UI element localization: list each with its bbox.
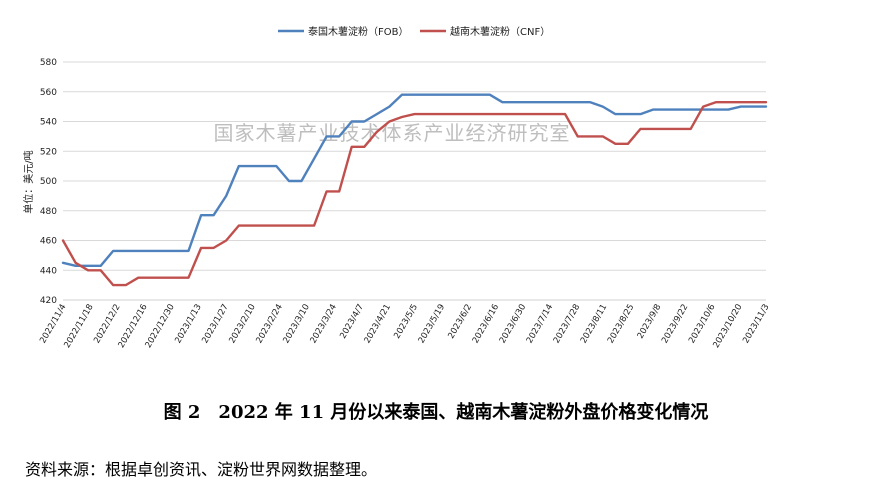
x-tick-label: 2023/9/8 — [636, 303, 664, 341]
x-tick-label: 2023/6/2 — [446, 303, 474, 341]
y-tick-label: 420 — [40, 296, 57, 306]
watermark: 国家木薯产业技术体系产业经济研究室 — [214, 121, 571, 145]
x-tick-label: 2023/5/5 — [392, 303, 420, 341]
y-tick-label: 580 — [40, 58, 57, 68]
x-tick-label: 2023/8/25 — [606, 303, 636, 346]
y-axis-label: 单位：美元/吨 — [22, 150, 35, 213]
x-tick-label: 2023/6/16 — [471, 303, 501, 346]
x-tick-label: 2023/10/20 — [711, 303, 744, 350]
x-tick-label: 2023/2/24 — [254, 303, 284, 346]
x-tick-label: 2023/7/14 — [525, 303, 555, 346]
x-tick-label: 2023/7/28 — [552, 303, 582, 346]
y-axis-ticks: 420 440 460 480 500 520 540 560 580 — [40, 58, 57, 306]
data-source-note: 资料来源：根据卓创资讯、淀粉世界网数据整理。 — [25, 460, 378, 479]
x-tick-label: 2023/8/11 — [579, 303, 609, 346]
x-tick-label: 2022/11/18 — [62, 303, 95, 350]
x-tick-label: 2023/4/7 — [338, 303, 366, 341]
x-tick-label: 2023/3/10 — [281, 303, 311, 346]
legend-label: 越南木薯淀粉（CNF） — [450, 25, 550, 38]
x-tick-label: 2022/12/2 — [92, 303, 122, 346]
x-axis-ticks: 2022/11/42022/11/182022/12/22022/12/1620… — [38, 303, 771, 350]
series-line-vietnam — [61, 100, 768, 287]
x-tick-label: 2023/2/10 — [227, 303, 257, 346]
grid-lines — [63, 61, 766, 301]
x-tick-label: 2023/1/13 — [173, 303, 203, 346]
x-tick-label: 2022/12/30 — [144, 303, 177, 350]
legend-label: 泰国木薯淀粉（FOB） — [308, 25, 408, 38]
x-tick-label: 2023/10/6 — [687, 303, 717, 346]
x-tick-label: 2023/4/21 — [363, 303, 393, 346]
x-tick-label: 2023/6/30 — [498, 303, 528, 346]
series-lines — [61, 93, 768, 287]
x-tick-label: 2023/11/3 — [741, 303, 771, 346]
figure-caption: 图 2 2022 年 11 月份以来泰国、越南木薯淀粉外盘价格变化情况 — [163, 402, 709, 423]
series-line-thailand — [61, 93, 768, 267]
x-tick-label: 2023/3/24 — [309, 303, 339, 346]
y-tick-label: 520 — [40, 147, 57, 157]
y-tick-label: 560 — [40, 88, 57, 98]
x-tick-label: 2022/11/4 — [38, 303, 68, 346]
x-tick-label: 2023/9/22 — [660, 303, 690, 346]
y-tick-label: 460 — [40, 237, 57, 247]
x-tick-label: 2023/5/19 — [417, 303, 447, 346]
y-tick-label: 480 — [40, 207, 57, 217]
y-tick-label: 540 — [40, 118, 57, 128]
y-tick-label: 440 — [40, 266, 57, 276]
y-tick-label: 500 — [40, 177, 57, 187]
x-tick-label: 2023/1/27 — [200, 303, 230, 346]
legend: 泰国木薯淀粉（FOB） 越南木薯淀粉（CNF） — [278, 25, 550, 38]
